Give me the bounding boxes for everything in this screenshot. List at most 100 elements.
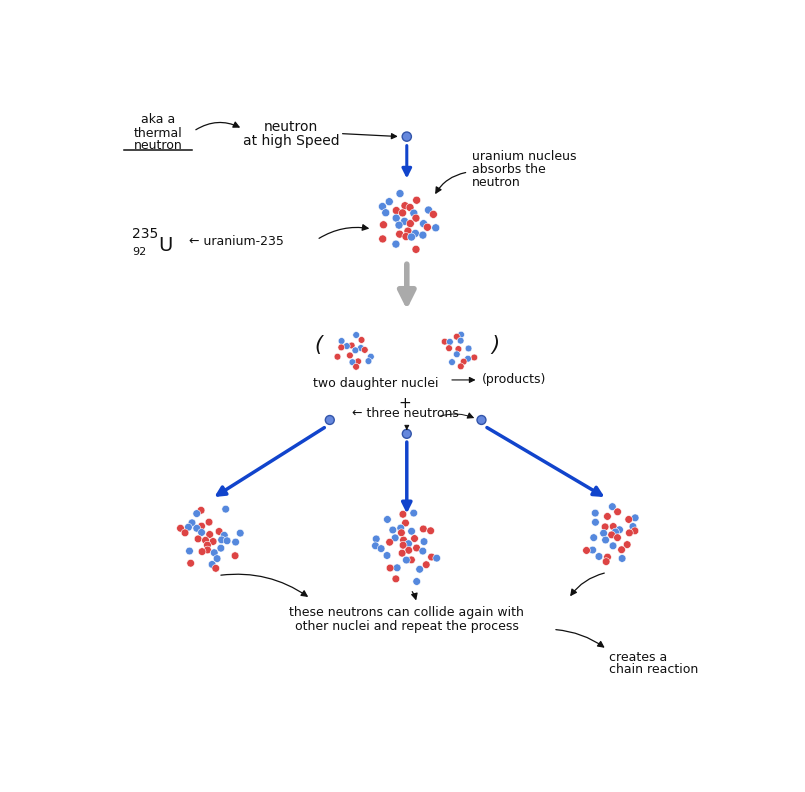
Text: 235: 235 [132,227,158,241]
Circle shape [193,510,200,517]
Circle shape [382,209,390,217]
Circle shape [412,214,420,222]
Circle shape [396,189,404,197]
Circle shape [457,337,464,344]
Circle shape [405,540,412,547]
Circle shape [198,548,206,555]
Circle shape [352,347,359,354]
Circle shape [407,556,415,564]
Circle shape [447,338,453,345]
Circle shape [616,526,623,534]
Circle shape [400,536,407,544]
Circle shape [592,519,599,526]
Circle shape [349,359,356,366]
Circle shape [399,542,407,549]
Circle shape [213,554,221,562]
Circle shape [402,556,411,564]
Circle shape [601,536,609,544]
Circle shape [365,358,372,364]
Circle shape [419,525,427,533]
Circle shape [399,510,407,518]
Text: aka a: aka a [141,113,175,126]
Circle shape [429,211,437,219]
Text: absorbs the: absorbs the [473,163,546,177]
Circle shape [410,209,418,217]
Circle shape [625,529,634,537]
Circle shape [433,554,440,562]
Circle shape [416,565,423,573]
Circle shape [215,527,223,535]
Circle shape [458,331,464,338]
Circle shape [334,353,341,360]
Circle shape [423,223,431,231]
Circle shape [412,246,420,253]
Circle shape [427,553,436,561]
Circle shape [344,343,350,349]
Circle shape [408,527,415,535]
Text: neutron: neutron [473,177,521,189]
Circle shape [413,544,420,552]
Circle shape [457,363,464,370]
Circle shape [419,547,427,555]
Circle shape [181,529,189,537]
Circle shape [464,356,472,362]
Circle shape [411,230,419,238]
Circle shape [187,559,195,567]
Circle shape [471,354,477,361]
Text: chain reaction: chain reaction [609,663,699,676]
Circle shape [231,552,239,560]
Text: neutron: neutron [134,139,183,152]
Circle shape [588,546,597,554]
Circle shape [407,219,415,227]
Circle shape [198,528,205,536]
Circle shape [176,524,184,532]
Circle shape [325,416,334,425]
Circle shape [367,353,374,360]
Circle shape [431,224,440,232]
Circle shape [404,227,412,235]
Circle shape [210,549,218,557]
Circle shape [590,534,597,542]
Circle shape [346,352,353,359]
Circle shape [419,231,427,239]
Text: (: ( [314,334,322,355]
Circle shape [193,524,200,532]
Circle shape [392,214,400,222]
Circle shape [402,429,411,438]
Circle shape [609,542,617,550]
Text: these neutrons can collide again with: these neutrons can collide again with [289,606,524,619]
Circle shape [188,519,196,527]
Circle shape [372,542,379,550]
Circle shape [198,522,205,530]
Circle shape [465,345,472,352]
Circle shape [453,351,460,358]
Circle shape [413,577,420,585]
Circle shape [401,202,409,210]
Circle shape [338,344,345,351]
Text: 92: 92 [132,247,147,257]
Text: neutron: neutron [264,120,319,135]
Text: ← uranium-235: ← uranium-235 [189,235,283,248]
Circle shape [392,207,400,215]
Circle shape [405,546,413,554]
Circle shape [406,204,414,211]
Circle shape [455,345,462,352]
Circle shape [208,561,216,569]
Circle shape [194,535,202,543]
Text: U: U [158,236,172,255]
Circle shape [595,553,603,560]
Circle shape [419,219,427,227]
Circle shape [373,535,380,543]
Circle shape [184,524,192,531]
Circle shape [413,196,421,204]
Circle shape [613,534,621,542]
Text: other nuclei and repeat the process: other nuclei and repeat the process [295,620,518,633]
Circle shape [202,536,209,544]
Text: uranium nucleus: uranium nucleus [473,150,576,163]
Circle shape [609,523,617,531]
Circle shape [448,359,456,365]
Circle shape [222,505,229,513]
Circle shape [361,347,368,353]
Circle shape [410,509,418,517]
Circle shape [197,506,205,514]
